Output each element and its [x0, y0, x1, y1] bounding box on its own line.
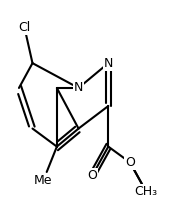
- Text: O: O: [125, 156, 135, 169]
- Text: O: O: [87, 169, 97, 182]
- Text: CH₃: CH₃: [135, 185, 158, 198]
- Text: N: N: [104, 57, 113, 70]
- Text: Me: Me: [34, 174, 53, 187]
- Text: Cl: Cl: [18, 21, 30, 33]
- Text: N: N: [74, 81, 83, 95]
